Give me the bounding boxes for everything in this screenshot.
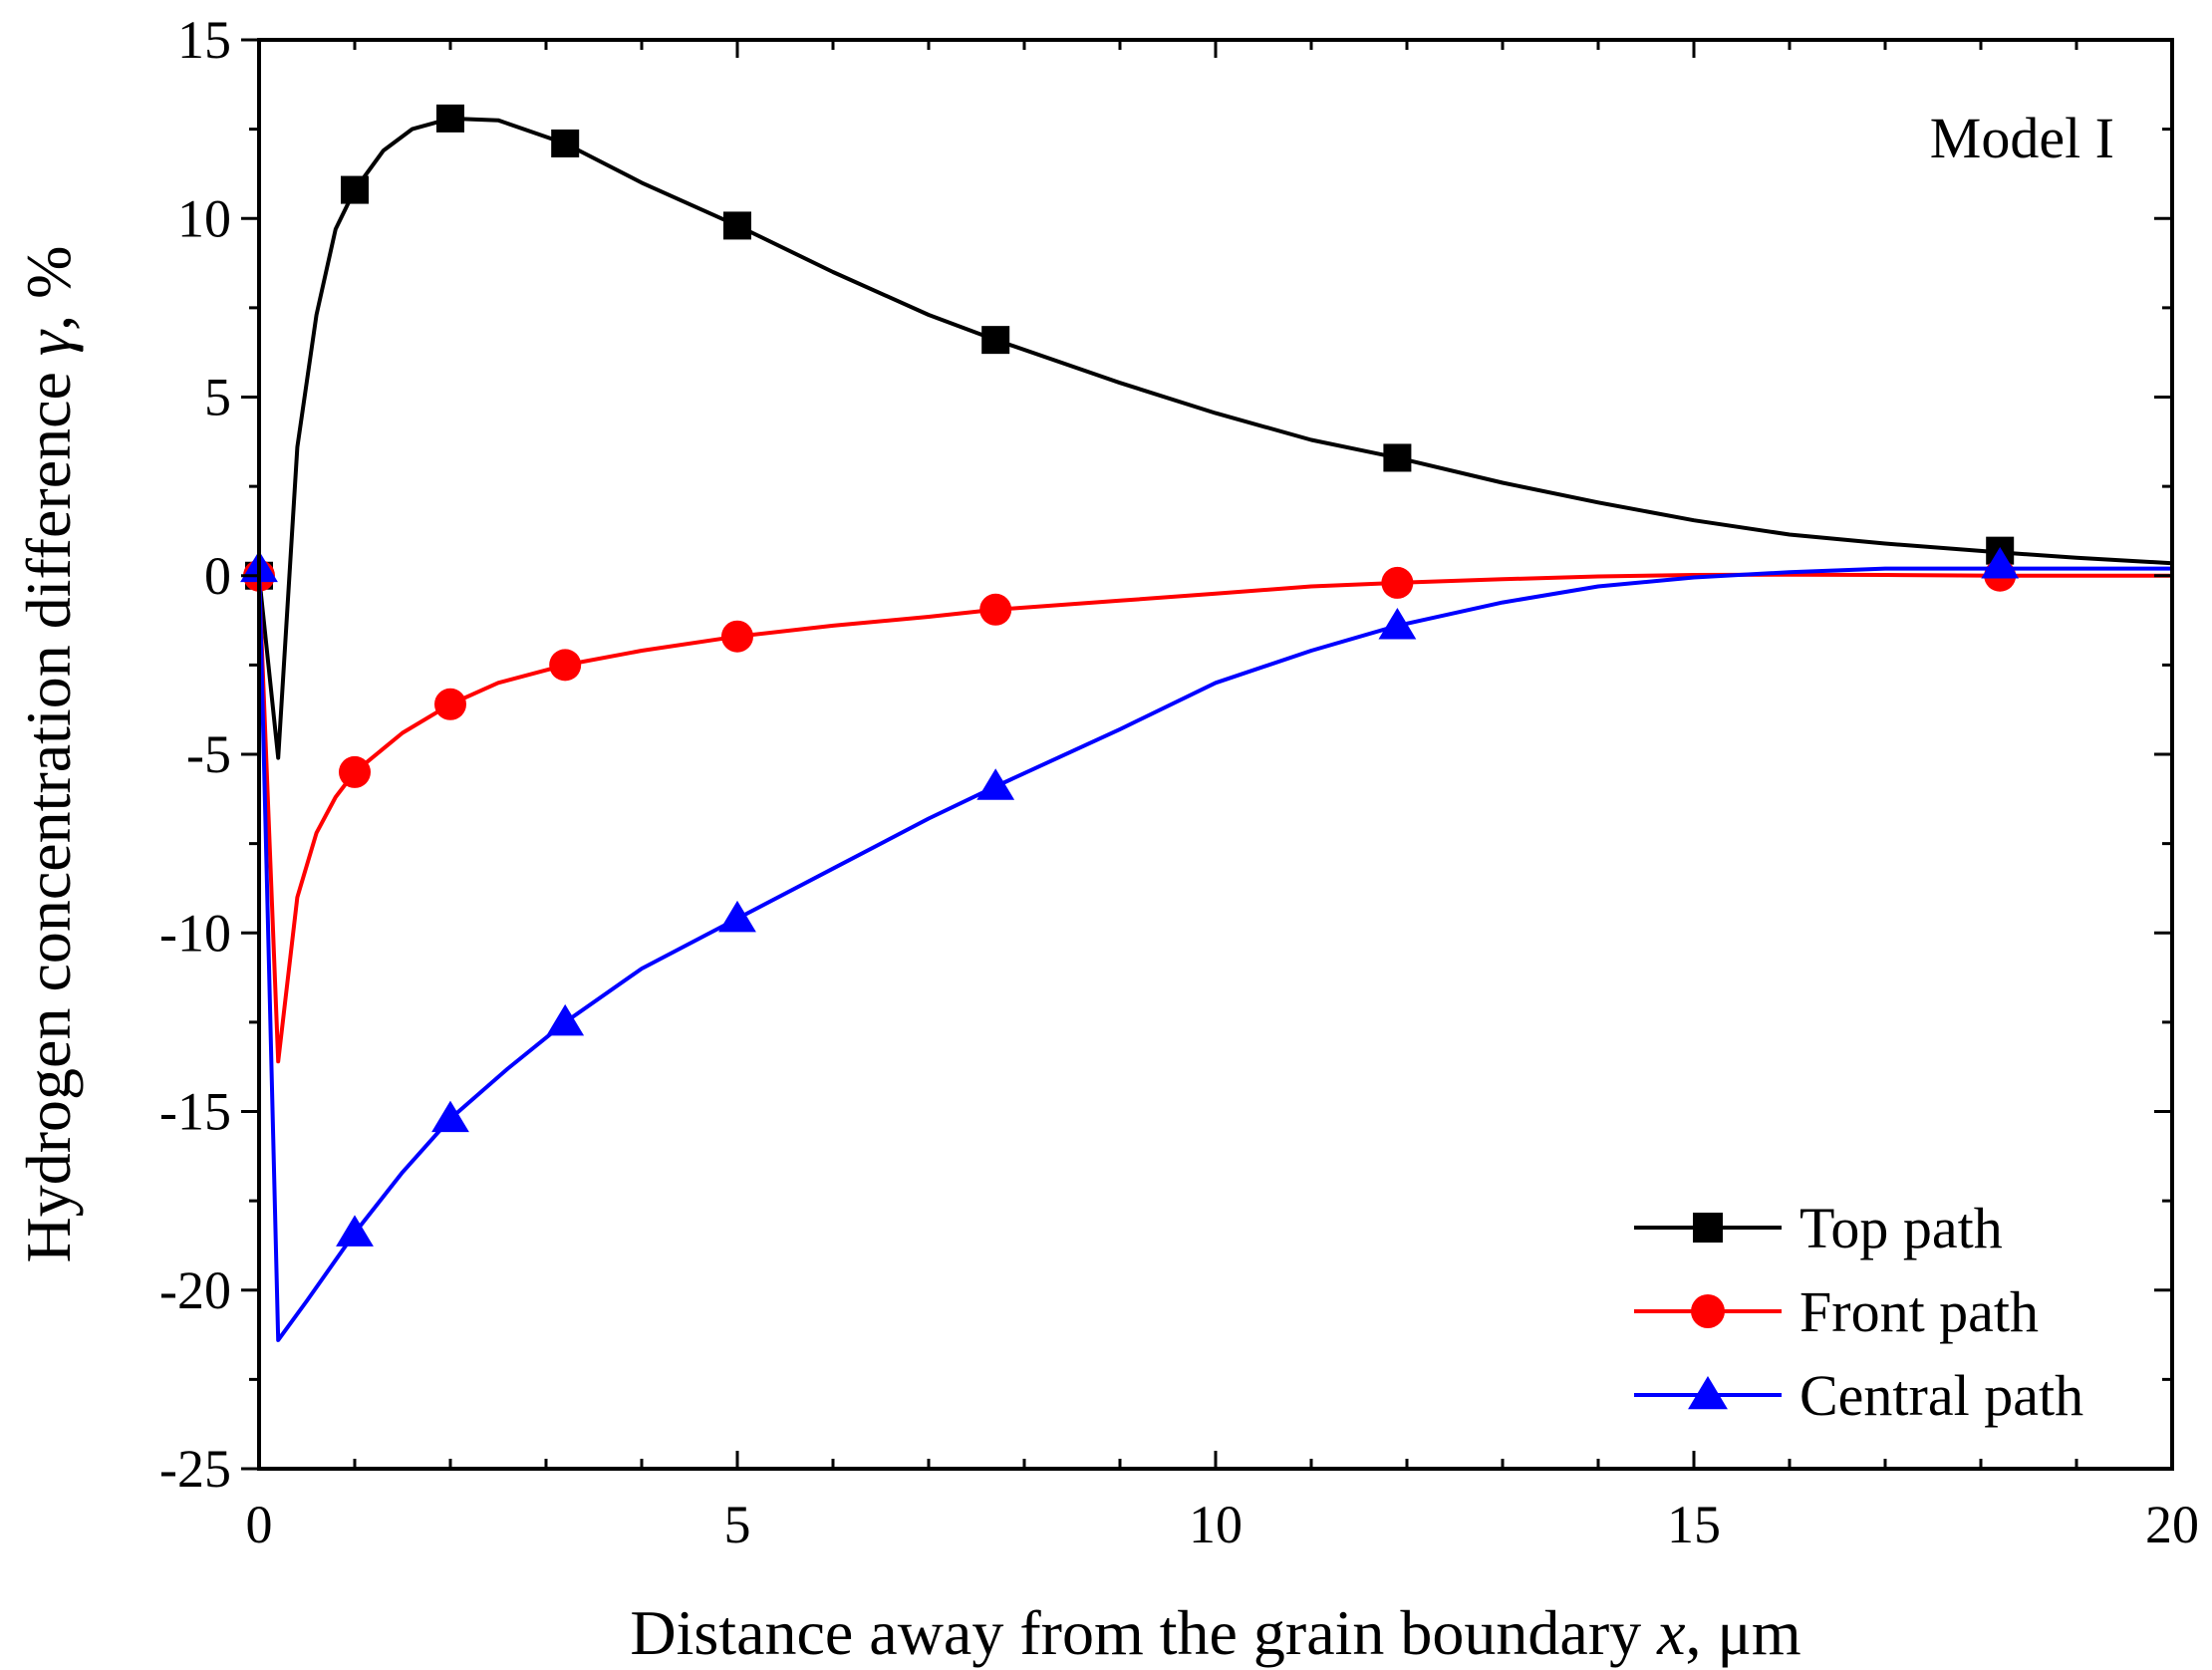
y-axis-title: Hydrogen concentration difference γ, % — [13, 246, 84, 1263]
y-tick-label: 15 — [177, 10, 231, 70]
y-axis-title-var: γ — [13, 329, 84, 356]
data-point — [1378, 607, 1417, 640]
data-point — [1381, 566, 1414, 599]
y-tick-label: -25 — [159, 1439, 231, 1499]
series-2 — [240, 546, 2172, 1342]
x-axis-title-prefix: Distance away from the grain boundary — [630, 1597, 1657, 1668]
x-tick-label: 20 — [2145, 1495, 2199, 1554]
legend-marker — [1693, 1213, 1723, 1243]
series-line — [257, 561, 2172, 1342]
legend-marker — [1688, 1376, 1728, 1410]
data-point — [721, 620, 753, 653]
data-point — [336, 1215, 374, 1247]
series-layer — [240, 104, 2173, 1342]
legend-label: Top path — [1799, 1196, 2003, 1260]
x-tick-label: 15 — [1667, 1495, 1721, 1554]
x-axis-title-suffix: , μm — [1686, 1597, 1801, 1668]
data-point — [341, 175, 369, 204]
data-point — [549, 649, 582, 682]
series-0 — [245, 104, 2173, 760]
x-tick-label: 5 — [724, 1495, 751, 1554]
y-tick-label: -15 — [159, 1082, 231, 1142]
y-axis-title-prefix: Hydrogen concentration difference — [13, 356, 84, 1262]
x-axis-title-var: x — [1656, 1597, 1685, 1668]
y-tick-label: -5 — [186, 724, 231, 784]
y-axis-title-suffix: , % — [13, 246, 84, 331]
data-point — [976, 768, 1015, 800]
x-tick-label: 10 — [1189, 1495, 1243, 1554]
series-1 — [243, 559, 2172, 1064]
data-point — [431, 1100, 469, 1133]
data-point — [979, 593, 1012, 626]
ticks-layer — [241, 38, 2174, 1471]
y-tick-label: -20 — [159, 1260, 231, 1320]
data-point — [546, 1003, 585, 1036]
data-point — [436, 104, 464, 133]
data-point — [723, 211, 751, 240]
data-point — [434, 688, 466, 720]
y-tick-label: 10 — [177, 188, 231, 248]
legend-label: Front path — [1799, 1279, 2039, 1344]
tick-labels-layer: 0 5 10 15 20 -25 -20 -15 -10 -5 0 5 10 15 — [159, 10, 2199, 1554]
legend-label: Central path — [1799, 1363, 2083, 1428]
y-tick-label: 0 — [204, 546, 231, 606]
model-annotation: Model I — [1930, 106, 2114, 170]
data-point — [718, 900, 756, 933]
y-tick-label: -10 — [159, 903, 231, 963]
data-point — [551, 129, 580, 157]
x-axis-title: Distance away from the grain boundary x,… — [630, 1597, 1800, 1668]
data-point — [981, 326, 1010, 355]
data-point — [339, 755, 371, 788]
series-line — [257, 116, 2173, 760]
data-point — [1981, 546, 2020, 579]
data-point — [1383, 443, 1412, 472]
x-tick-label: 0 — [246, 1495, 273, 1554]
y-tick-label: 5 — [204, 368, 231, 427]
legend-marker — [1691, 1294, 1725, 1328]
series-line — [257, 572, 2172, 1064]
legend: Top path Front path Central path — [1634, 1196, 2083, 1428]
